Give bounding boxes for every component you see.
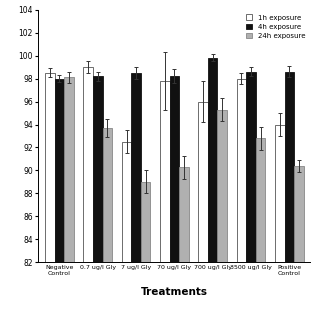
Bar bbox=[256, 138, 265, 320]
Bar bbox=[284, 72, 294, 320]
Bar bbox=[208, 58, 218, 320]
Bar bbox=[179, 167, 189, 320]
Bar bbox=[64, 77, 74, 320]
Bar bbox=[55, 78, 64, 320]
Bar bbox=[45, 73, 55, 320]
Bar bbox=[93, 76, 103, 320]
Bar bbox=[170, 76, 179, 320]
Bar bbox=[141, 182, 150, 320]
Bar bbox=[275, 124, 284, 320]
X-axis label: Treatments: Treatments bbox=[141, 287, 208, 297]
Bar bbox=[198, 101, 208, 320]
Bar bbox=[237, 78, 246, 320]
Bar bbox=[246, 72, 256, 320]
Bar bbox=[122, 142, 131, 320]
Bar bbox=[160, 81, 170, 320]
Legend: 1h exposure, 4h exposure, 24h exposure: 1h exposure, 4h exposure, 24h exposure bbox=[244, 13, 307, 40]
Bar bbox=[103, 128, 112, 320]
Bar bbox=[294, 166, 304, 320]
Bar bbox=[131, 73, 141, 320]
Bar bbox=[218, 109, 227, 320]
Bar bbox=[84, 67, 93, 320]
